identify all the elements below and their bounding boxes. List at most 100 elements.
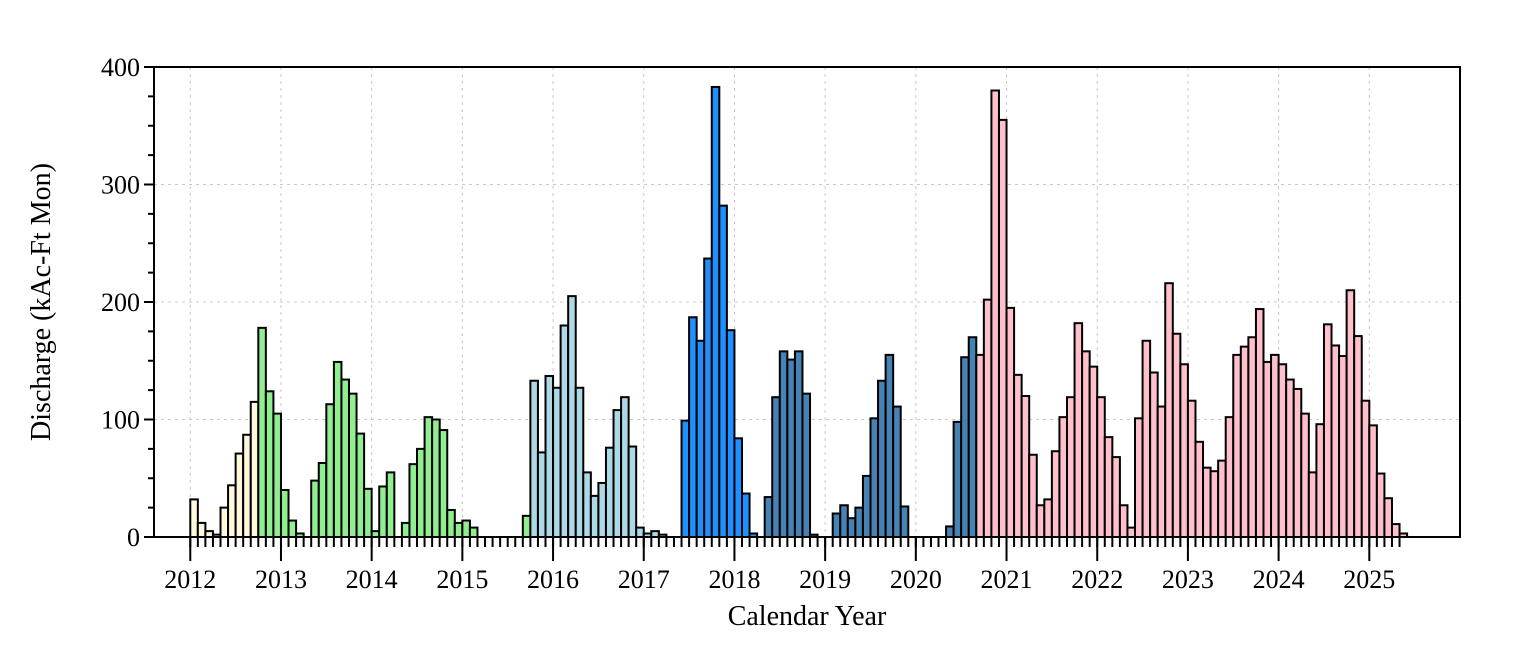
discharge-bar — [1186, 399, 1197, 539]
discharge-bar — [1315, 423, 1325, 539]
discharge-bar — [1081, 350, 1091, 538]
discharge-bar — [1353, 335, 1363, 538]
discharge-bar — [688, 316, 698, 538]
discharge-bar — [227, 484, 237, 538]
discharge-bar — [1209, 470, 1220, 539]
discharge-bar — [877, 379, 887, 539]
discharge-bar — [846, 517, 857, 539]
discharge-bar — [196, 521, 207, 539]
discharge-bar — [1073, 322, 1084, 538]
discharge-bar — [552, 386, 562, 538]
discharge-bar — [355, 432, 366, 539]
discharge-bar — [1368, 424, 1378, 539]
discharge-bar — [1375, 472, 1386, 538]
x-tick-label: 2018 — [708, 565, 760, 594]
discharge-bar — [967, 336, 978, 538]
x-tick-label: 2016 — [527, 565, 579, 594]
discharge-bar — [831, 512, 842, 538]
discharge-bar — [990, 89, 1000, 538]
discharge-bar — [1322, 323, 1333, 538]
x-tick-label: 2020 — [890, 565, 942, 594]
x-tick-label: 2012 — [164, 565, 216, 594]
discharge-bar — [1292, 387, 1303, 539]
discharge-bar — [960, 356, 970, 539]
discharge-bar — [1103, 436, 1114, 539]
x-tick-label: 2013 — [255, 565, 307, 594]
axis-ticks — [144, 66, 1401, 561]
discharge-bar — [423, 416, 434, 538]
discharge-bar — [242, 433, 252, 538]
discharge-bar — [461, 519, 471, 538]
discharge-bar — [635, 526, 645, 538]
y-tick-label: 0 — [127, 523, 140, 552]
discharge-bar — [1262, 360, 1273, 538]
discharge-bar — [680, 419, 691, 538]
discharge-bar — [234, 452, 245, 539]
discharge-bar — [786, 358, 796, 538]
discharge-bar — [272, 412, 282, 539]
discharge-bar — [1217, 459, 1227, 539]
discharge-bar — [249, 400, 260, 539]
discharge-bar — [287, 519, 298, 538]
discharge-bar — [1254, 308, 1265, 538]
discharge-bar — [1156, 405, 1167, 538]
discharge-bar — [400, 521, 411, 539]
discharge-bar — [1013, 373, 1023, 538]
discharge-bar — [582, 471, 592, 539]
discharge-bar — [861, 474, 872, 538]
discharge-bar — [612, 409, 623, 539]
discharge-bar — [1390, 523, 1401, 539]
x-tick-label: 2023 — [1162, 565, 1214, 594]
discharge-bar — [1194, 440, 1205, 539]
discharge-bar — [347, 392, 358, 538]
discharge-bar — [431, 418, 441, 538]
x-tick-label: 2022 — [1071, 565, 1123, 594]
discharge-bar — [264, 390, 275, 538]
discharge-bar — [1345, 289, 1356, 538]
discharge-bar — [1360, 399, 1371, 539]
discharge-bar — [446, 508, 456, 539]
discharge-bar — [1111, 456, 1121, 539]
x-tick-label: 2015 — [436, 565, 488, 594]
discharge-bar — [310, 479, 320, 539]
discharge-bar — [793, 350, 804, 538]
discharge-bar — [1096, 396, 1106, 538]
discharge-bar — [567, 295, 577, 539]
discharge-bar — [1141, 339, 1152, 538]
discharge-bar — [219, 506, 230, 539]
x-tick-label: 2025 — [1343, 565, 1395, 594]
discharge-bar — [1134, 417, 1144, 539]
discharge-bar — [975, 353, 985, 539]
discharge-bar — [378, 485, 388, 539]
discharge-bar — [1338, 355, 1348, 538]
discharge-bar — [325, 403, 335, 539]
discharge-bar — [1224, 416, 1235, 538]
discharge-bar — [718, 204, 728, 538]
discharge-bar — [1171, 332, 1182, 539]
discharge-bar — [1126, 526, 1137, 538]
discharge-bar — [521, 514, 532, 538]
discharge-bar — [620, 396, 630, 538]
discharge-bar — [945, 525, 955, 538]
discharge-bar — [340, 378, 351, 538]
x-tick-label: 2021 — [981, 565, 1033, 594]
y-tick-label: 100 — [101, 406, 140, 435]
discharge-bar — [597, 481, 607, 539]
discharge-bar — [1270, 353, 1280, 539]
discharge-bar — [385, 471, 396, 539]
discharge-bar — [854, 506, 864, 539]
discharge-bar — [997, 118, 1008, 539]
discharge-bar — [536, 451, 547, 538]
discharge-bar — [703, 257, 713, 538]
discharge-bar — [771, 396, 781, 538]
tick-labels: 0 100 200 300 400 2012 2013 2014 2015 2016 2017 201… — [101, 53, 1395, 594]
discharge-bar — [468, 526, 479, 538]
discharge-bar — [279, 489, 290, 538]
discharge-bar — [1035, 504, 1046, 538]
discharge-bar — [574, 386, 585, 538]
discharge-bar — [1383, 497, 1393, 539]
discharge-bar — [1118, 504, 1129, 538]
y-axis-title: Discharge (kAc-Ft Mon) — [26, 163, 57, 441]
discharge-bar — [884, 353, 895, 539]
discharge-bar — [892, 405, 902, 538]
